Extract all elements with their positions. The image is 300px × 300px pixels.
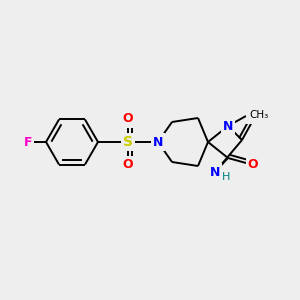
Text: N: N bbox=[223, 119, 233, 133]
Text: N: N bbox=[153, 136, 163, 148]
Text: N: N bbox=[210, 166, 220, 178]
Text: O: O bbox=[248, 109, 258, 122]
Text: O: O bbox=[123, 158, 133, 172]
Text: O: O bbox=[248, 158, 258, 172]
Text: F: F bbox=[24, 136, 32, 148]
Text: CH₃: CH₃ bbox=[249, 110, 268, 120]
Text: O: O bbox=[123, 112, 133, 125]
Text: H: H bbox=[222, 172, 230, 182]
Text: S: S bbox=[123, 135, 133, 149]
